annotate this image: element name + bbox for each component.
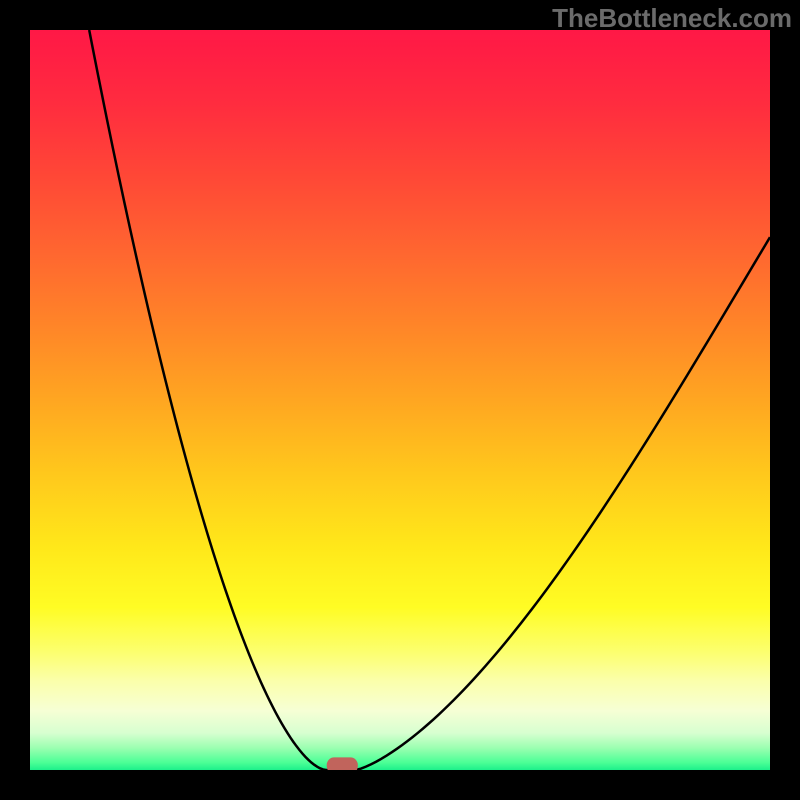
plot-background [30, 30, 770, 770]
min-marker [327, 757, 358, 770]
chart-container: TheBottleneck.com [0, 0, 800, 800]
plot-area [30, 30, 770, 770]
watermark-text: TheBottleneck.com [552, 3, 792, 34]
plot-svg [30, 30, 770, 770]
